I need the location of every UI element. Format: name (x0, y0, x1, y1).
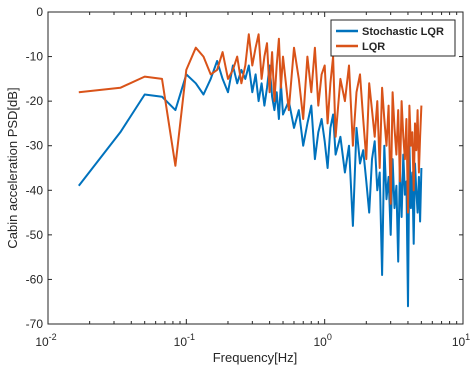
y-axis-title: Cabin acceleration PSD[dB] (5, 87, 20, 248)
y-tick-label: -70 (26, 317, 44, 331)
x-tick-label: 101 (452, 332, 470, 349)
x-axis: 10-2 10-1 100 101 (35, 12, 470, 349)
y-tick-label: -60 (26, 272, 44, 286)
series-line-stochastic-lqr (78, 60, 423, 308)
series-line-lqr (78, 33, 423, 214)
y-tick-label: -20 (26, 94, 44, 108)
y-tick-label: -10 (26, 50, 44, 64)
y-tick-label: -30 (26, 139, 44, 153)
legend: Stochastic LQR LQR (330, 19, 456, 57)
y-tick-label: 0 (36, 5, 43, 19)
y-tick-label: -50 (26, 228, 44, 242)
series-layer (78, 33, 423, 308)
legend-label: LQR (362, 41, 385, 53)
x-axis-title: Frequency[Hz] (213, 350, 298, 365)
x-tick-label: 100 (313, 332, 331, 349)
legend-box (330, 19, 456, 57)
y-axis: 0 -10 -20 -30 -40 -50 -60 -70 (26, 5, 463, 331)
legend-label: Stochastic LQR (362, 26, 444, 38)
x-tick-label: 10-2 (35, 332, 56, 349)
x-tick-label: 10-1 (174, 332, 195, 349)
y-tick-label: -40 (26, 183, 44, 197)
